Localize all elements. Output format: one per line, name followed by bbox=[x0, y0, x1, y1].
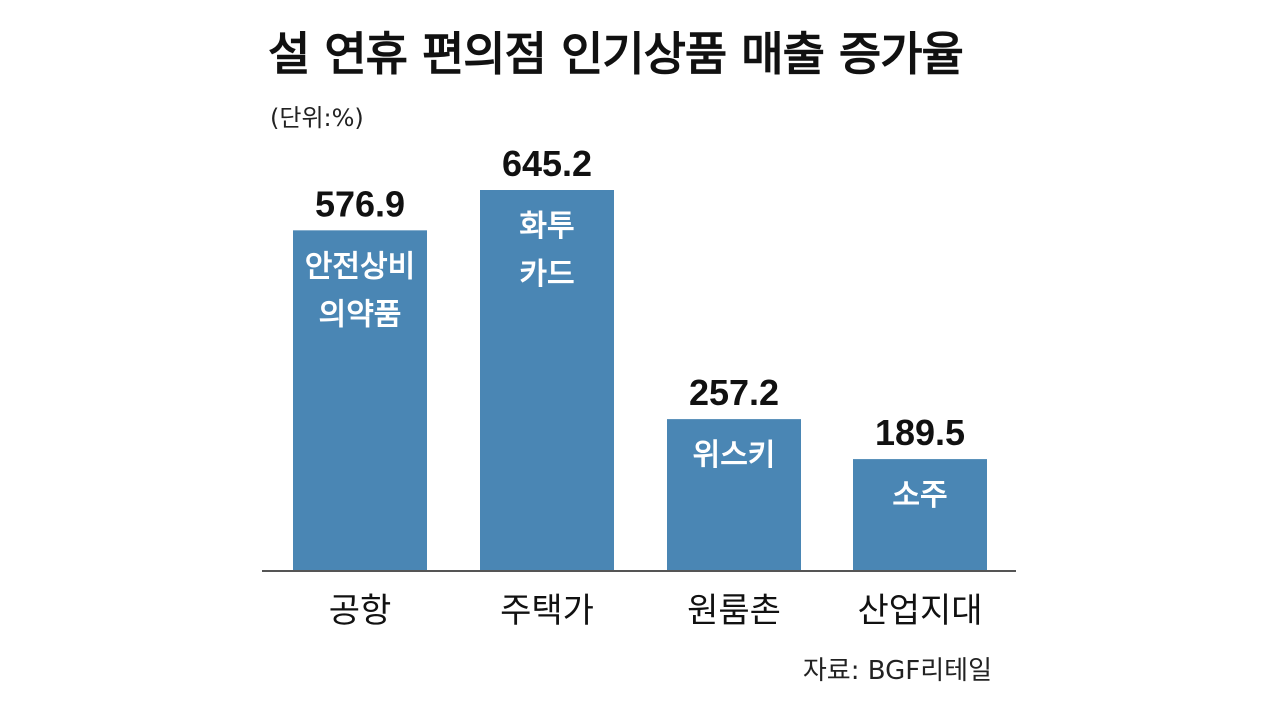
bar-1 bbox=[293, 230, 427, 571]
bar-value-label-3: 257.2 bbox=[689, 372, 779, 413]
category-label-1: 공항 bbox=[329, 591, 392, 631]
chart-title: 설 연휴 편의점 인기상품 매출 증가율 bbox=[268, 27, 964, 81]
bar-inner-label-4-1: 소주 bbox=[892, 478, 947, 513]
category-label-3: 원룸촌 bbox=[687, 591, 781, 631]
bar-value-label-2: 645.2 bbox=[502, 143, 592, 184]
bar-inner-label-2-1: 화투 bbox=[519, 209, 574, 244]
bar-inner-label-2-2: 카드 bbox=[519, 257, 574, 292]
bar-inner-label-3-1: 위스키 bbox=[693, 438, 776, 473]
bar-inner-label-1-1: 안전상비 bbox=[305, 249, 415, 284]
bar-value-label-1: 576.9 bbox=[315, 183, 405, 224]
unit-label: (단위:%) bbox=[270, 104, 364, 132]
category-label-2: 주택가 bbox=[500, 591, 594, 631]
bar-value-label-4: 189.5 bbox=[875, 412, 965, 453]
category-label-4: 산업지대 bbox=[857, 591, 982, 631]
bar-2 bbox=[480, 190, 614, 571]
bar-4 bbox=[853, 459, 987, 571]
source-label: 자료: BGF리테일 bbox=[802, 656, 992, 686]
bar-inner-label-1-2: 의약품 bbox=[319, 297, 402, 332]
bar-3 bbox=[667, 419, 801, 571]
